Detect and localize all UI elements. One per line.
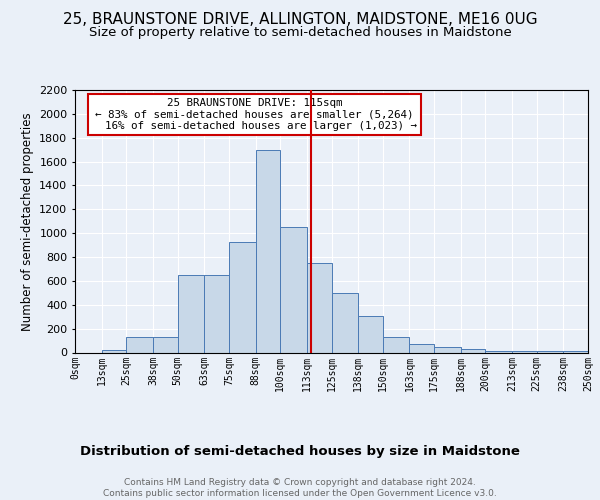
Bar bbox=[204, 275, 229, 352]
Bar bbox=[461, 349, 485, 352]
Bar bbox=[153, 337, 178, 352]
Bar bbox=[331, 293, 358, 352]
Bar bbox=[409, 344, 434, 352]
Text: Size of property relative to semi-detached houses in Maidstone: Size of property relative to semi-detach… bbox=[89, 26, 511, 39]
Text: Distribution of semi-detached houses by size in Maidstone: Distribution of semi-detached houses by … bbox=[80, 444, 520, 458]
Bar bbox=[358, 316, 383, 352]
Y-axis label: Number of semi-detached properties: Number of semi-detached properties bbox=[20, 112, 34, 330]
Bar bbox=[383, 337, 409, 352]
Text: 25 BRAUNSTONE DRIVE: 115sqm  
← 83% of semi-detached houses are smaller (5,264)
: 25 BRAUNSTONE DRIVE: 115sqm ← 83% of sem… bbox=[92, 98, 417, 131]
Text: 25, BRAUNSTONE DRIVE, ALLINGTON, MAIDSTONE, ME16 0UG: 25, BRAUNSTONE DRIVE, ALLINGTON, MAIDSTO… bbox=[62, 12, 538, 28]
Text: Contains HM Land Registry data © Crown copyright and database right 2024.
Contai: Contains HM Land Registry data © Crown c… bbox=[103, 478, 497, 498]
Bar bbox=[434, 346, 461, 352]
Bar bbox=[101, 350, 127, 352]
Bar bbox=[307, 263, 331, 352]
Bar bbox=[256, 150, 280, 352]
Bar bbox=[229, 242, 256, 352]
Bar bbox=[178, 275, 204, 352]
Bar bbox=[280, 227, 307, 352]
Bar bbox=[127, 337, 153, 352]
